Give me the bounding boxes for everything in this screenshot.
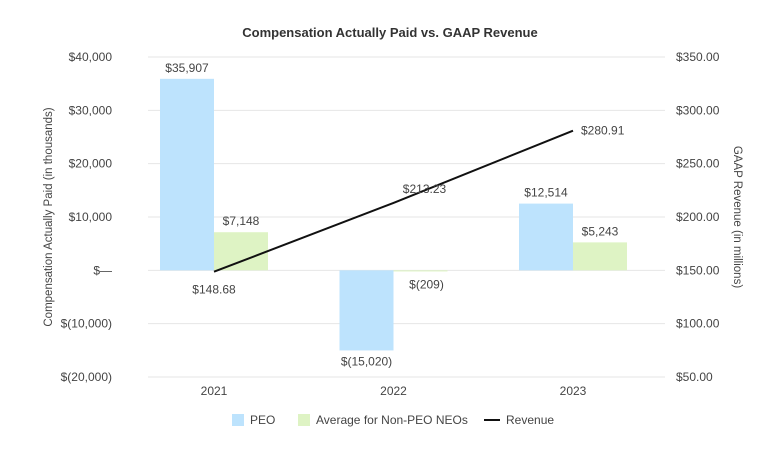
x-tick-label: 2021 xyxy=(201,384,228,398)
legend-label: Revenue xyxy=(506,413,554,427)
data-label: $5,243 xyxy=(582,224,619,238)
non-peo-bar xyxy=(393,270,448,272)
chart-title: Compensation Actually Paid vs. GAAP Reve… xyxy=(242,25,537,40)
peo-bar xyxy=(160,78,214,271)
y2-tick-label: $100.00 xyxy=(676,317,720,331)
non-peo-bar xyxy=(214,232,268,271)
y-tick-label: $30,000 xyxy=(69,103,113,117)
y2-axis-label: GAAP Revenue (in millions) xyxy=(731,146,743,288)
y2-tick-label: $50.00 xyxy=(676,370,713,384)
y-tick-label: $(20,000) xyxy=(61,370,112,384)
data-label: $7,148 xyxy=(223,214,260,228)
legend-swatch xyxy=(298,414,310,426)
legend-label: Average for Non-PEO NEOs xyxy=(316,413,468,427)
y-tick-label: $(10,000) xyxy=(61,317,112,331)
y2-tick-label: $150.00 xyxy=(676,263,720,277)
x-tick-label: 2023 xyxy=(560,384,587,398)
data-label: $(209) xyxy=(409,277,444,291)
legend-label: PEO xyxy=(250,413,275,427)
y2-tick-label: $350.00 xyxy=(676,50,720,64)
legend-swatch xyxy=(232,414,244,426)
revenue-label: $148.68 xyxy=(192,283,236,297)
y2-tick-label: $200.00 xyxy=(676,210,720,224)
non-peo-bar xyxy=(573,242,627,271)
data-label: $12,514 xyxy=(524,186,568,200)
y-tick-label: $— xyxy=(93,263,112,277)
y-tick-label: $10,000 xyxy=(69,210,113,224)
data-label: $(15,020) xyxy=(341,354,392,368)
revenue-line xyxy=(213,129,574,273)
x-tick-label: 2022 xyxy=(380,384,407,398)
data-label: $35,907 xyxy=(165,61,209,75)
y-axis-label: Compensation Actually Paid (in thousands… xyxy=(43,107,55,326)
y2-tick-label: $300.00 xyxy=(676,103,720,117)
y-tick-label: $40,000 xyxy=(69,50,113,64)
peo-bar xyxy=(519,203,573,271)
revenue-label: $280.91 xyxy=(581,124,625,138)
revenue-label: $213.23 xyxy=(403,182,447,196)
peo-bar xyxy=(339,270,394,351)
y2-tick-label: $250.00 xyxy=(676,157,720,171)
y-tick-label: $20,000 xyxy=(69,157,113,171)
